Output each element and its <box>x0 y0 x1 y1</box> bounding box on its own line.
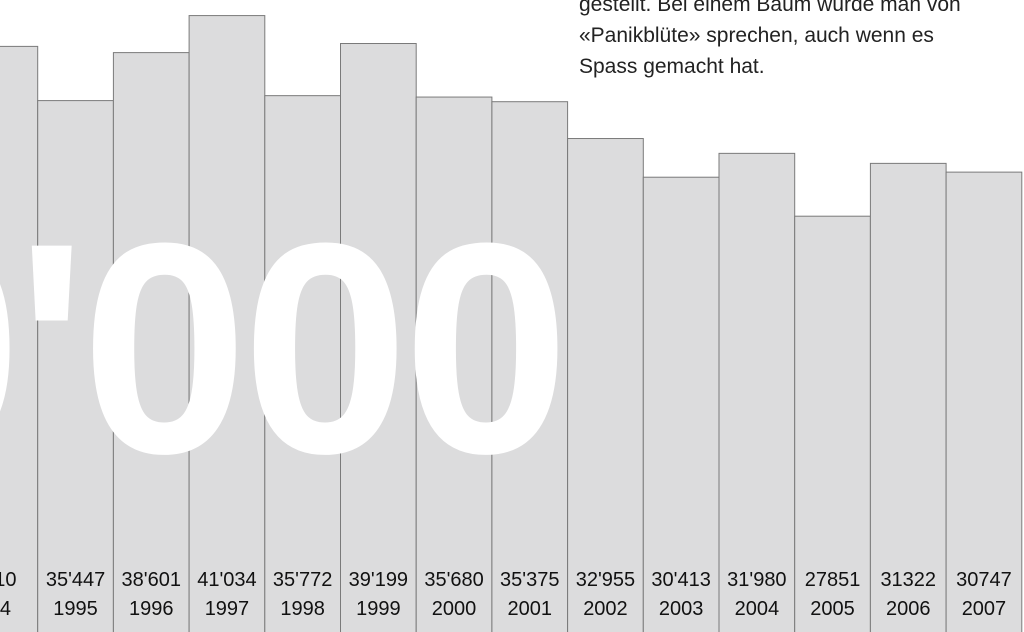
year-label-2006: 2006 <box>886 598 931 620</box>
bar-1997 <box>188 15 266 632</box>
value-label-2003: 30'413 <box>651 569 710 591</box>
bar-2003 <box>642 176 720 632</box>
value-label-1994: 010 <box>0 569 17 591</box>
value-label-1997: 41'034 <box>197 569 256 591</box>
bar-2006 <box>869 162 947 632</box>
overlay-big-number: 0'000 <box>0 180 564 516</box>
year-label-2005: 2005 <box>810 598 855 620</box>
note-line: Spass gemacht hat. <box>579 55 765 78</box>
year-label-2007: 2007 <box>962 598 1007 620</box>
value-label-2006: 31322 <box>880 569 936 591</box>
value-label-1995: 35'447 <box>46 569 105 591</box>
value-label-2002: 32'955 <box>576 569 635 591</box>
value-label-1996: 38'601 <box>122 569 181 591</box>
labels-group: 010 94 35'447 1995 38'601 1996 41'034 1997 35'77… <box>0 569 1012 620</box>
value-label-1998: 35'772 <box>273 569 332 591</box>
bar-1996 <box>112 52 190 632</box>
year-label-1996: 1996 <box>129 598 174 620</box>
value-label-2007: 30747 <box>956 569 1012 591</box>
year-label-1998: 1998 <box>280 598 325 620</box>
value-label-2000: 35'680 <box>424 569 483 591</box>
bar-2002 <box>567 138 644 632</box>
bar-1995 <box>37 100 114 632</box>
bar-2004 <box>718 152 796 632</box>
year-label-2003: 2003 <box>659 598 704 620</box>
year-label-1997: 1997 <box>205 598 250 620</box>
year-label-1995: 1995 <box>53 598 98 620</box>
value-label-1999: 39'199 <box>349 569 408 591</box>
bar-2000 <box>415 96 493 632</box>
bar-1998 <box>264 95 341 632</box>
year-label-2001: 2001 <box>508 598 553 620</box>
year-label-2004: 2004 <box>735 598 780 620</box>
year-label-1994: 94 <box>0 598 11 620</box>
bar-2007 <box>945 171 1023 632</box>
bar-2001 <box>491 101 569 632</box>
bars-group <box>0 15 1023 632</box>
note-line: gestellt. Bei einem Baum würde man von <box>579 0 961 16</box>
value-label-2001: 35'375 <box>500 569 559 591</box>
value-label-2005: 27851 <box>805 569 861 591</box>
note-line: «Panikblüte» sprechen, auch wenn es <box>579 24 934 47</box>
value-label-2004: 31'980 <box>727 569 786 591</box>
year-label-1999: 1999 <box>356 598 401 620</box>
note-text: gestellt. Bei einem Baum würde man von «… <box>579 0 961 78</box>
year-label-2000: 2000 <box>432 598 477 620</box>
year-label-2002: 2002 <box>583 598 628 620</box>
